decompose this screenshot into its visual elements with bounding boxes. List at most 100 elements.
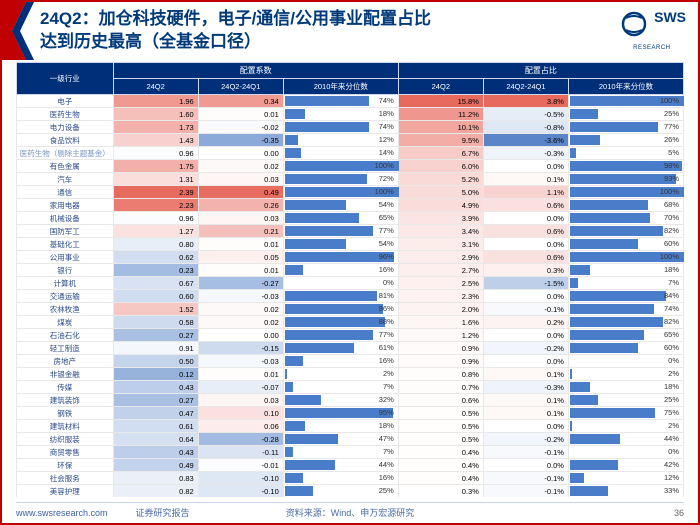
row-name: 环保 [17,459,114,472]
cell-v4: -0.2% [483,433,568,446]
row-name: 电子 [17,95,114,108]
cell-v3: 2.5% [398,277,483,290]
cell-v2: 0.02 [198,316,283,329]
cell-p1: 77% [283,329,398,342]
table-row: 美容护理0.82-0.1025%0.3%-0.1%33% [17,485,684,498]
cell-v2: 0.49 [198,186,283,199]
cell-v4: -0.8% [483,121,568,134]
cell-v4: 0.1% [483,407,568,420]
row-name: 社会服务 [17,472,114,485]
cell-p1: 14% [283,147,398,160]
cell-v4: -0.3% [483,381,568,394]
cell-v3: 0.4% [398,472,483,485]
table-row: 建筑材料0.610.0618%0.5%0.0%2% [17,420,684,433]
cell-v1: 0.96 [113,147,198,160]
th-c4: 24Q2 [398,79,483,95]
table-row: 轻工制造0.91-0.1561%0.9%-0.2%60% [17,342,684,355]
row-name: 非银金融 [17,368,114,381]
row-name: 石油石化 [17,329,114,342]
row-name: 美容护理 [17,485,114,498]
cell-v3: 0.5% [398,420,483,433]
row-name: 国防军工 [17,225,114,238]
page-title: 24Q2：加仓科技硬件，电子/通信/公用事业配置占比 达到历史最高（全基金口径） [40,8,698,54]
cell-v4: 0.0% [483,290,568,303]
cell-p1: 100% [283,186,398,199]
cell-p1: 74% [283,121,398,134]
cell-v1: 0.47 [113,407,198,420]
table-row: 有色金属1.750.02100%6.0%0.0%98% [17,160,684,173]
cell-v2: -0.10 [198,485,283,498]
cell-v2: -0.07 [198,381,283,394]
table-row: 电子1.960.3474%15.8%3.8%100% [17,95,684,108]
table-row: 公用事业0.620.0596%2.9%0.6%100% [17,251,684,264]
table-row: 银行0.230.0116%2.7%0.3%18% [17,264,684,277]
cell-v4: 0.1% [483,173,568,186]
cell-p1: 72% [283,173,398,186]
row-name: 建筑材料 [17,420,114,433]
cell-p1: 100% [283,160,398,173]
cell-v2: -0.03 [198,355,283,368]
cell-p1: 95% [283,407,398,420]
cell-v2: 0.01 [198,264,283,277]
row-name: 商贸零售 [17,446,114,459]
cell-v1: 2.39 [113,186,198,199]
cell-v1: 1.75 [113,160,198,173]
cell-p2: 65% [568,329,683,342]
cell-v2: 0.01 [198,238,283,251]
cell-v2: 0.03 [198,212,283,225]
table-row: 纺织服装0.64-0.2847%0.5%-0.2%44% [17,433,684,446]
table-row: 医药生物（剔除主题基金）0.960.0014%6.7%-0.3%5% [17,147,684,160]
cell-v4: 0.2% [483,316,568,329]
cell-v1: 0.27 [113,329,198,342]
row-name: 计算机 [17,277,114,290]
cell-p1: 86% [283,303,398,316]
cell-v2: 0.03 [198,394,283,407]
cell-v3: 6.7% [398,147,483,160]
cell-v4: 0.1% [483,368,568,381]
cell-v1: 0.12 [113,368,198,381]
cell-p2: 60% [568,238,683,251]
cell-p1: 0% [283,277,398,290]
cell-p1: 7% [283,446,398,459]
row-name: 食品饮料 [17,134,114,147]
cell-v1: 1.96 [113,95,198,108]
row-name: 煤炭 [17,316,114,329]
cell-v2: 0.01 [198,108,283,121]
cell-v3: 3.4% [398,225,483,238]
th-group2: 配置占比 [398,63,683,79]
chevron-icon [0,2,34,60]
row-name: 机械设备 [17,212,114,225]
cell-v4: 1.1% [483,186,568,199]
cell-v1: 0.64 [113,433,198,446]
logo-main-text: SWS [654,10,686,24]
table-row: 钢铁0.470.1095%0.5%0.1%75% [17,407,684,420]
cell-p2: 98% [568,160,683,173]
th-industry: 一级行业 [17,63,114,95]
cell-v4: -0.1% [483,485,568,498]
cell-v3: 6.0% [398,160,483,173]
table-row: 非银金融0.120.012%0.8%0.1%2% [17,368,684,381]
cell-p2: 25% [568,108,683,121]
cell-v1: 0.23 [113,264,198,277]
cell-v3: 2.3% [398,290,483,303]
cell-v3: 2.9% [398,251,483,264]
cell-p2: 68% [568,199,683,212]
cell-v1: 1.31 [113,173,198,186]
cell-v1: 0.27 [113,394,198,407]
cell-v4: 0.3% [483,264,568,277]
row-name: 医药生物（剔除主题基金） [17,147,114,160]
cell-p2: 60% [568,342,683,355]
cell-p1: 77% [283,225,398,238]
cell-v3: 9.5% [398,134,483,147]
cell-p1: 44% [283,459,398,472]
cell-v2: -0.02 [198,121,283,134]
table-row: 汽车1.310.0372%5.2%0.1%93% [17,173,684,186]
cell-p2: 100% [568,251,683,264]
cell-p2: 100% [568,186,683,199]
footer-mid: 证券研究报告 [136,506,190,519]
row-name: 汽车 [17,173,114,186]
cell-v3: 3.1% [398,238,483,251]
cell-v2: -0.10 [198,472,283,485]
footer: www.swsresearch.com 证券研究报告 资料来源：Wind、申万宏… [16,506,684,519]
row-name: 钢铁 [17,407,114,420]
